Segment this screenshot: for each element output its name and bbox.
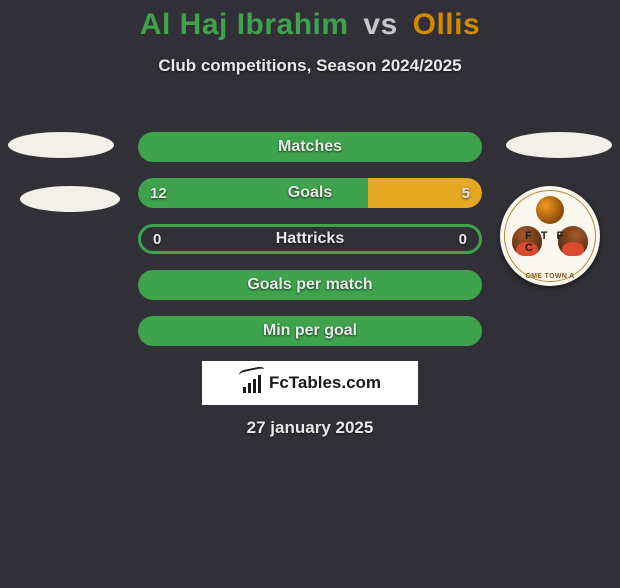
snapshot-date: 27 january 2025: [0, 418, 620, 438]
player1-badge-placeholder-1: [8, 132, 114, 158]
branding-text: FcTables.com: [269, 373, 381, 393]
branding-box: FcTables.com: [202, 361, 418, 405]
player1-badge-placeholder-2: [20, 186, 120, 212]
bar-label: Hattricks: [141, 227, 479, 251]
stat-bars: Matches 125Goals 00Hattricks Goals per matc…: [138, 132, 482, 362]
player2-club-logo: F T F C OME TOWN A: [500, 186, 600, 286]
bar-label: Goals: [138, 178, 482, 208]
comparison-title: Al Haj Ibrahim vs Ollis: [0, 8, 620, 42]
logo-ribbon-text: OME TOWN A: [526, 273, 575, 280]
logo-ball-icon: [536, 196, 564, 224]
subtitle: Club competitions, Season 2024/2025: [0, 56, 620, 76]
player1-name: Al Haj Ibrahim: [140, 8, 349, 41]
vs-text: vs: [363, 8, 397, 41]
stat-bar-goals-per-match: Goals per match: [138, 270, 482, 300]
player2-name: Ollis: [413, 8, 481, 41]
chart-icon: [239, 373, 265, 393]
stat-bar-matches: Matches: [138, 132, 482, 162]
bar-label: Goals per match: [138, 270, 482, 300]
player2-badge-placeholder-1: [506, 132, 612, 158]
stat-bar-min-per-goal: Min per goal: [138, 316, 482, 346]
bar-label: Matches: [138, 132, 482, 162]
bar-label: Min per goal: [138, 316, 482, 346]
logo-acronym: F T F C: [525, 230, 575, 254]
stat-bar-goals: 125Goals: [138, 178, 482, 208]
stat-bar-hattricks: 00Hattricks: [138, 224, 482, 254]
